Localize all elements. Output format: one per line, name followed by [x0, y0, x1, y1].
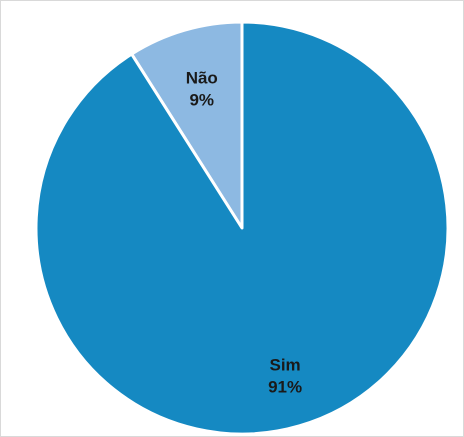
slice-value-label-n-o: 9% [189, 91, 214, 110]
pie-slices [34, 20, 450, 436]
slice-label-n-o: Não [186, 69, 218, 88]
slice-value-label-sim: 91% [268, 377, 302, 396]
pie-slice-n-o [130, 20, 244, 230]
pie-slice-sim [34, 20, 450, 436]
slice-label-sim: Sim [270, 355, 301, 374]
pie-labels: Não 9% Sim 91% [186, 69, 302, 397]
